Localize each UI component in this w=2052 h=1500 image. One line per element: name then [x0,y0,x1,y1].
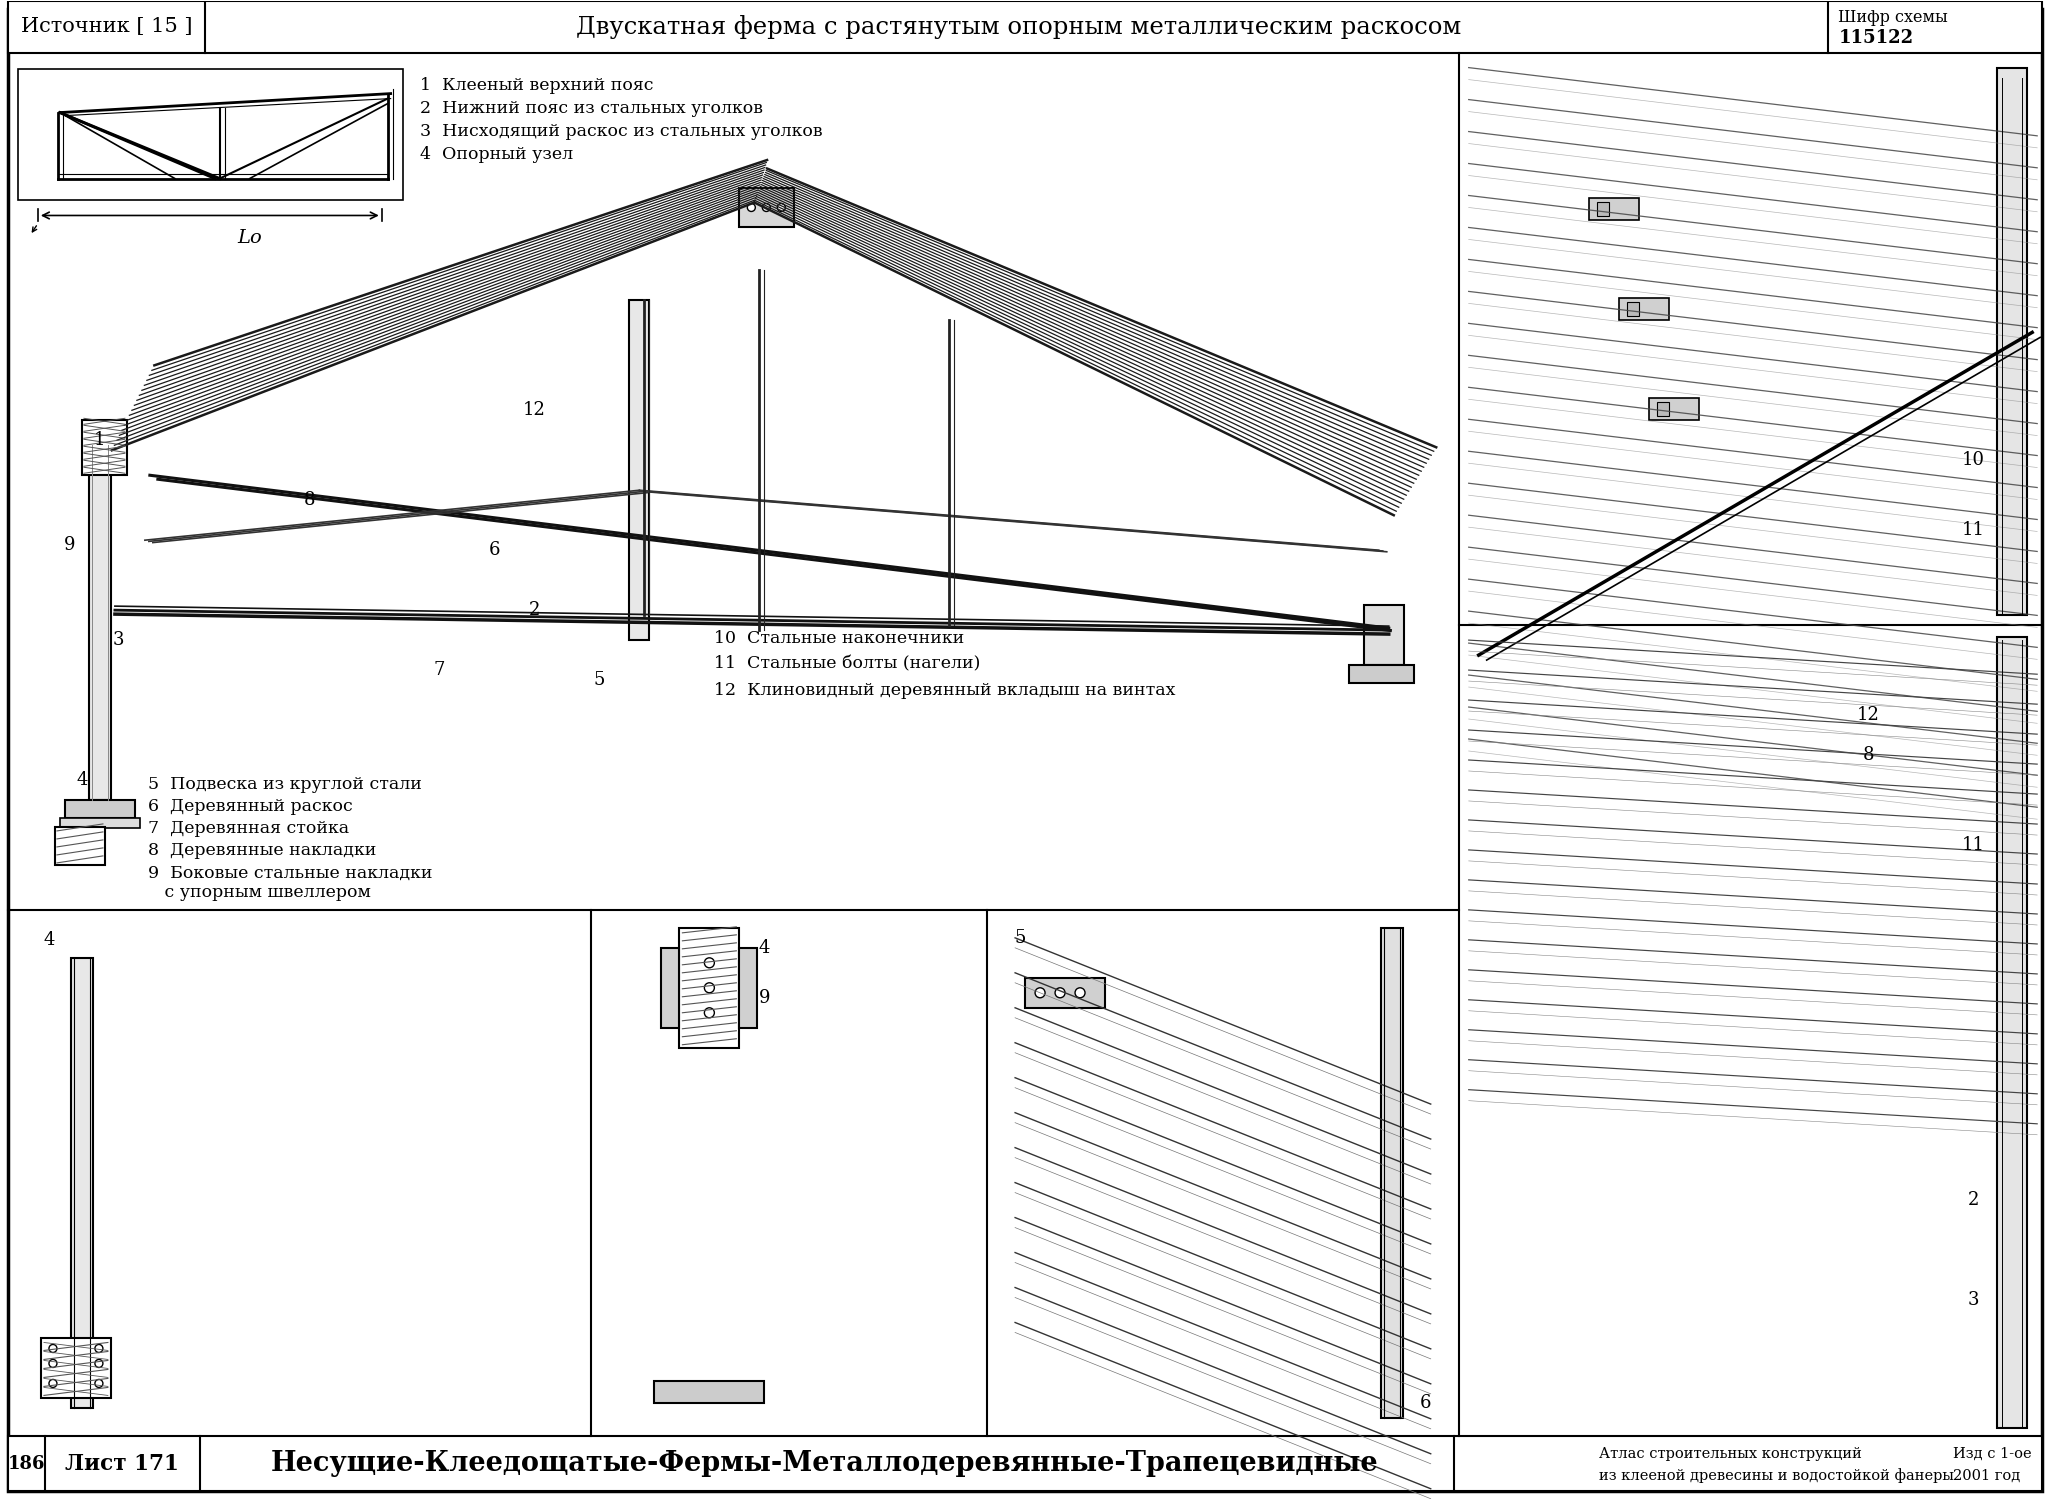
Text: 1  Клееный верхний пояс: 1 Клееный верхний пояс [419,76,653,94]
Circle shape [763,204,770,212]
Text: 186: 186 [8,1455,45,1473]
Text: 3: 3 [113,632,123,650]
Bar [655,1382,763,1404]
Bar [1348,664,1414,682]
Circle shape [778,204,786,212]
Text: 6  Деревянный раскос: 6 Деревянный раскос [148,798,353,816]
Circle shape [1034,988,1044,998]
Text: 2: 2 [1968,1191,1978,1209]
Bar [82,420,127,476]
Text: 4: 4 [759,939,770,957]
Bar [53,178,72,189]
Text: с упорным швеллером: с упорным швеллером [148,885,371,902]
Bar [88,446,111,800]
Text: 5: 5 [1014,928,1026,946]
Text: 4: 4 [43,932,55,950]
Text: 6: 6 [488,542,501,560]
Text: 3  Нисходящий раскос из стальных уголков: 3 Нисходящий раскос из стальных уголков [419,123,823,140]
Bar [41,1338,111,1398]
Text: 4  Опорный узел: 4 Опорный узел [419,146,573,164]
Text: Атлас строительных конструкций: Атлас строительных конструкций [1599,1448,1861,1461]
Circle shape [94,1344,103,1353]
Text: 11  Стальные болты (нагели): 11 Стальные болты (нагели) [714,656,981,672]
Text: 8: 8 [304,490,316,508]
Bar [1026,978,1106,1008]
Bar [1588,198,1640,220]
Text: 8  Деревянные накладки: 8 Деревянные накладки [148,843,376,860]
Bar [72,958,92,1408]
Bar [1619,298,1668,321]
Text: 1: 1 [94,432,105,450]
Text: 2: 2 [529,602,540,619]
Circle shape [1075,988,1086,998]
Text: Двускатная ферма с растянутым опорным металлическим раскосом: Двускатная ферма с растянутым опорным ме… [577,15,1461,39]
Text: Несущие-Клеедощатые-Фермы-Металлодеревянные-Трапецевидные: Несущие-Клеедощатые-Фермы-Металлодеревян… [271,1450,1379,1478]
Text: 10: 10 [1962,452,1984,470]
Circle shape [49,1359,57,1368]
Circle shape [49,1344,57,1353]
Bar [739,188,794,228]
Text: 8: 8 [1863,746,1873,764]
Bar [630,300,648,640]
Bar [1997,68,2027,615]
Circle shape [49,1380,57,1388]
Text: 7  Деревянная стойка: 7 Деревянная стойка [148,821,349,837]
Circle shape [704,982,714,993]
Text: 11: 11 [1962,836,1984,854]
Bar [55,827,105,866]
Text: 6: 6 [1420,1395,1432,1413]
Text: Источник [ 15 ]: Источник [ 15 ] [21,16,193,36]
Text: 4: 4 [76,771,88,789]
Bar [8,1437,2042,1491]
Text: Лист 171: Лист 171 [66,1454,179,1474]
Text: 2001 год: 2001 год [1954,1468,2021,1484]
Text: 5: 5 [593,670,605,688]
Bar [66,800,135,818]
Text: 5  Подвеска из круглой стали: 5 Подвеска из круглой стали [148,777,423,794]
Bar [739,948,757,1028]
Circle shape [1055,988,1065,998]
Text: 10  Стальные наконечники: 10 Стальные наконечники [714,630,964,646]
Text: из клееной древесины и водостойкой фанеры: из клееной древесины и водостойкой фанер… [1599,1468,1954,1484]
Bar [8,0,2042,53]
Bar [679,928,739,1047]
Text: 9: 9 [64,536,76,554]
Circle shape [704,1008,714,1019]
Bar [1997,638,2027,1428]
Bar [1596,202,1609,216]
Text: 9  Боковые стальные накладки: 9 Боковые стальные накладки [148,864,433,882]
Text: 12: 12 [523,402,546,420]
Text: 12: 12 [1857,706,1880,724]
Bar [60,818,140,828]
Circle shape [747,204,755,212]
Text: 9: 9 [759,988,770,1006]
Bar [18,69,402,201]
Text: Lo: Lo [238,230,263,248]
Circle shape [94,1380,103,1388]
Bar [1650,399,1699,420]
Text: 12  Клиновидный деревянный вкладыш на винтах: 12 Клиновидный деревянный вкладыш на вин… [714,681,1176,699]
Bar [1381,928,1404,1419]
Circle shape [94,1359,103,1368]
Text: 7: 7 [433,662,445,680]
Bar [1365,604,1404,664]
Bar [661,948,679,1028]
Bar [1656,402,1668,417]
Text: 2  Нижний пояс из стальных уголков: 2 Нижний пояс из стальных уголков [419,100,763,117]
Circle shape [704,958,714,968]
Bar [1627,303,1640,316]
Text: 115122: 115122 [1839,28,1912,46]
Text: 11: 11 [1962,520,1984,538]
Text: 3: 3 [1968,1290,1978,1308]
Text: Шифр схемы: Шифр схемы [1839,9,1947,26]
Text: Изд с 1-ое: Изд с 1-ое [1954,1448,2031,1461]
